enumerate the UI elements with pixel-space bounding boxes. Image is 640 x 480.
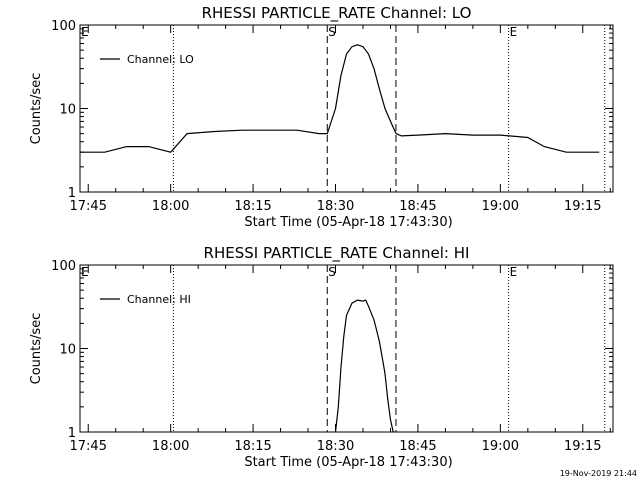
panel-lo: RHESSI PARTICLE_RATE Channel: LO 1 10 100 17…	[29, 4, 614, 230]
chart-title: RHESSI PARTICLE_RATE Channel: HI	[204, 244, 470, 263]
plot-frame	[79, 264, 614, 433]
event-marker-s: S	[328, 25, 336, 39]
x-tick-label: 19:15	[564, 439, 601, 454]
x-tick-label: 18:15	[234, 199, 271, 214]
chart-title: RHESSI PARTICLE_RATE Channel: LO	[202, 4, 472, 23]
x-tick-label: 18:00	[152, 199, 189, 214]
x-tick-label: 18:30	[317, 199, 354, 214]
series-line	[80, 44, 600, 153]
y-tick-label: 1	[68, 186, 76, 201]
x-tick-label: 17:45	[70, 439, 107, 454]
event-marker-s: S	[328, 265, 336, 279]
panel-hi: RHESSI PARTICLE_RATE Channel: HI 1 10 100 17…	[29, 244, 614, 470]
x-tick-label: 18:45	[399, 439, 436, 454]
x-tick-label: 18:00	[152, 439, 189, 454]
x-tick-label: 19:00	[482, 199, 519, 214]
y-tick-label: 100	[51, 259, 76, 274]
x-tick-label: 18:15	[234, 439, 271, 454]
x-axis-label: Start Time (05-Apr-18 17:43:30)	[244, 455, 452, 470]
y-tick-label: 100	[51, 19, 76, 34]
x-tick-label: 19:00	[482, 439, 519, 454]
x-tick-label: 18:45	[399, 199, 436, 214]
footer-timestamp: 19-Nov-2019 21:44	[560, 469, 637, 478]
legend-label: Channel: LO	[127, 53, 194, 66]
event-marker-e: E	[81, 25, 89, 39]
event-marker-e: E	[81, 265, 89, 279]
y-axis-label: Counts/sec	[29, 73, 44, 145]
legend-label: Channel: HI	[127, 293, 191, 306]
y-axis-label: Counts/sec	[29, 313, 44, 385]
event-marker-e: E	[510, 25, 518, 39]
event-marker-e: E	[510, 265, 518, 279]
x-tick-label: 18:30	[317, 439, 354, 454]
y-tick-label: 10	[59, 103, 76, 118]
x-axis-label: Start Time (05-Apr-18 17:43:30)	[244, 215, 452, 230]
x-tick-label: 17:45	[70, 199, 107, 214]
y-tick-label: 10	[59, 343, 76, 358]
plot-frame	[79, 24, 614, 193]
y-tick-label: 1	[68, 426, 76, 441]
x-tick-label: 19:15	[564, 199, 601, 214]
series-line	[334, 299, 394, 432]
